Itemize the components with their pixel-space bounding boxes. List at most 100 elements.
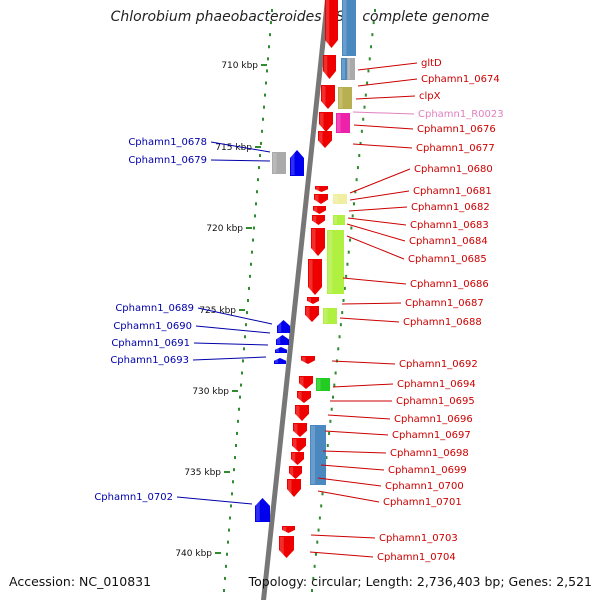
gene-feature[interactable] bbox=[321, 85, 335, 109]
tick-dot bbox=[359, 141, 362, 145]
tick-dot bbox=[372, 21, 375, 25]
kbp-label: 735 kbp bbox=[184, 468, 221, 478]
tick-dot bbox=[253, 226, 255, 230]
gene-label-right[interactable]: Cphamn1_0699 bbox=[388, 465, 467, 476]
gene-feature[interactable] bbox=[277, 320, 290, 333]
gene-feature[interactable] bbox=[311, 228, 325, 256]
gene-feature[interactable] bbox=[295, 405, 309, 421]
gene-label-right[interactable]: Cphamn1_0685 bbox=[408, 254, 487, 265]
gene-label-right[interactable]: Cphamn1_0684 bbox=[409, 236, 488, 247]
gene-label-right[interactable]: clpX bbox=[419, 91, 441, 102]
gene-label-right[interactable]: Cphamn1_0676 bbox=[417, 124, 496, 135]
leader-line bbox=[192, 356, 267, 361]
gene-feature[interactable] bbox=[312, 215, 325, 225]
gene-highlight bbox=[280, 537, 284, 557]
gene-feature[interactable] bbox=[287, 479, 301, 497]
gene-feature[interactable] bbox=[275, 347, 287, 353]
gene-feature[interactable] bbox=[315, 186, 328, 192]
gene-label-right[interactable]: Cphamn1_0692 bbox=[399, 359, 478, 370]
gene-label-right[interactable]: Cphamn1_R0023 bbox=[418, 109, 504, 120]
gene-label-left[interactable]: Cphamn1_0689 bbox=[115, 303, 194, 314]
leader-line bbox=[176, 496, 253, 505]
gene-feature[interactable] bbox=[289, 466, 302, 479]
gene-feature[interactable] bbox=[313, 206, 326, 214]
gene-label-left[interactable]: Cphamn1_0678 bbox=[128, 137, 207, 148]
leader-line bbox=[310, 534, 376, 539]
gene-feature[interactable] bbox=[255, 498, 270, 522]
gene-feature[interactable] bbox=[291, 452, 304, 465]
gene-label-left[interactable]: Cphamn1_0691 bbox=[111, 338, 190, 349]
gene-label-right[interactable]: Cphamn1_0680 bbox=[414, 164, 493, 175]
gene-feature[interactable] bbox=[293, 423, 307, 437]
tick-dot bbox=[312, 576, 315, 580]
gene-feature[interactable] bbox=[307, 297, 319, 304]
gene-label-left[interactable]: Cphamn1_0693 bbox=[110, 355, 189, 366]
gene-feature[interactable] bbox=[327, 230, 344, 294]
gene-feature[interactable] bbox=[314, 194, 328, 204]
gene-label-right[interactable]: Cphamn1_0698 bbox=[390, 448, 469, 459]
gene-highlight bbox=[342, 59, 345, 79]
gene-label-right[interactable]: Cphamn1_0674 bbox=[421, 74, 500, 85]
gene-feature[interactable] bbox=[323, 55, 336, 79]
gene-feature[interactable] bbox=[310, 425, 326, 485]
gene-label-right[interactable]: Cphamn1_0687 bbox=[405, 298, 484, 309]
gene-feature[interactable] bbox=[301, 356, 315, 364]
gene-feature[interactable] bbox=[279, 536, 294, 558]
leader-line bbox=[210, 141, 271, 153]
gene-feature[interactable] bbox=[290, 150, 304, 176]
leader-line bbox=[341, 302, 402, 305]
gene-label-right[interactable]: Cphamn1_0683 bbox=[410, 220, 489, 231]
gene-feature[interactable] bbox=[333, 215, 345, 225]
gene-feature[interactable] bbox=[282, 526, 295, 533]
tick-dot bbox=[343, 286, 346, 290]
gene-label-right[interactable]: Cphamn1_0700 bbox=[385, 481, 464, 492]
gene-highlight bbox=[311, 426, 315, 484]
gene-feature[interactable] bbox=[333, 194, 347, 204]
gene-feature[interactable] bbox=[299, 376, 313, 389]
gene-feature[interactable] bbox=[308, 259, 322, 295]
gene-label-left[interactable]: Cphamn1_0702 bbox=[94, 492, 173, 503]
gene-label-right[interactable]: Cphamn1_0697 bbox=[392, 430, 471, 441]
gene-feature[interactable] bbox=[272, 152, 286, 174]
tick-dot bbox=[318, 516, 321, 520]
gene-label-right[interactable]: Cphamn1_0703 bbox=[379, 533, 458, 544]
gene-feature[interactable] bbox=[342, 0, 356, 56]
gene-feature[interactable] bbox=[323, 308, 337, 324]
gene-label-left[interactable]: Cphamn1_0690 bbox=[113, 321, 192, 332]
gene-highlight bbox=[319, 132, 323, 147]
tick-dot bbox=[250, 262, 252, 266]
gene-feature[interactable] bbox=[338, 87, 352, 109]
gene-feature[interactable] bbox=[336, 113, 350, 133]
gene-label-right[interactable]: Cphamn1_0695 bbox=[396, 396, 475, 407]
gene-label-right[interactable]: gltD bbox=[421, 58, 442, 69]
gene-feature[interactable] bbox=[325, 0, 338, 48]
gene-label-right[interactable]: Cphamn1_0682 bbox=[411, 202, 490, 213]
tick-dot bbox=[338, 335, 341, 339]
gene-feature[interactable] bbox=[297, 391, 311, 403]
gene-label-right[interactable]: Cphamn1_0694 bbox=[397, 379, 476, 390]
tick-dot bbox=[364, 93, 367, 97]
gene-highlight bbox=[328, 231, 333, 293]
gene-feature[interactable] bbox=[276, 335, 289, 345]
gene-label-right[interactable]: Cphamn1_0688 bbox=[403, 317, 482, 328]
gene-label-right[interactable]: Cphamn1_0704 bbox=[377, 552, 456, 563]
gene-feature[interactable] bbox=[318, 131, 332, 148]
gene-highlight bbox=[317, 379, 321, 390]
gene-label-right[interactable]: Cphamn1_0677 bbox=[416, 143, 495, 154]
kbp-major-tick bbox=[255, 146, 261, 148]
gene-label-right[interactable]: Cphamn1_0686 bbox=[410, 279, 489, 290]
gene-feature[interactable] bbox=[305, 306, 319, 322]
tick-dot bbox=[325, 456, 328, 460]
gene-label-right[interactable]: Cphamn1_0701 bbox=[383, 497, 462, 508]
gene-label-right[interactable]: Cphamn1_0681 bbox=[413, 186, 492, 197]
gene-feature[interactable] bbox=[274, 358, 286, 364]
gene-feature[interactable] bbox=[319, 112, 333, 132]
gene-highlight bbox=[290, 467, 294, 478]
gene-feature[interactable] bbox=[292, 438, 306, 452]
gene-feature[interactable] bbox=[316, 378, 330, 391]
gene-label-left[interactable]: Cphamn1_0679 bbox=[128, 155, 207, 166]
gene-feature[interactable] bbox=[347, 58, 355, 80]
tick-dot bbox=[313, 564, 316, 568]
gene-label-right[interactable]: Cphamn1_0696 bbox=[394, 414, 473, 425]
tick-dot bbox=[256, 190, 258, 194]
